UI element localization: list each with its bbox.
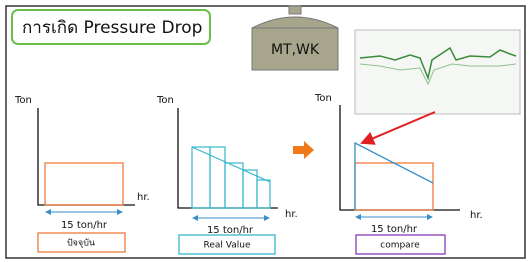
rate: 15 ton/hr xyxy=(371,224,418,235)
x-axis-label: hr. xyxy=(285,209,298,220)
tank-label: MT,WK xyxy=(271,42,320,58)
caption: ปัจจุบัน xyxy=(67,239,95,249)
x-axis-label: hr. xyxy=(137,192,150,203)
caption: compare xyxy=(380,241,420,251)
x-axis-label: hr. xyxy=(470,210,483,221)
y-axis-label: Ton xyxy=(14,95,32,106)
trend-screenshot xyxy=(355,30,520,114)
y-axis-label: Ton xyxy=(314,93,332,104)
caption: Real Value xyxy=(204,241,251,251)
rate: 15 ton/hr xyxy=(61,220,108,231)
y-axis-label: Ton xyxy=(156,95,174,106)
slide: การเกิด Pressure Drop MT,WK Ton hr. 15 t… xyxy=(0,0,529,262)
title: การเกิด Pressure Drop xyxy=(22,18,202,38)
